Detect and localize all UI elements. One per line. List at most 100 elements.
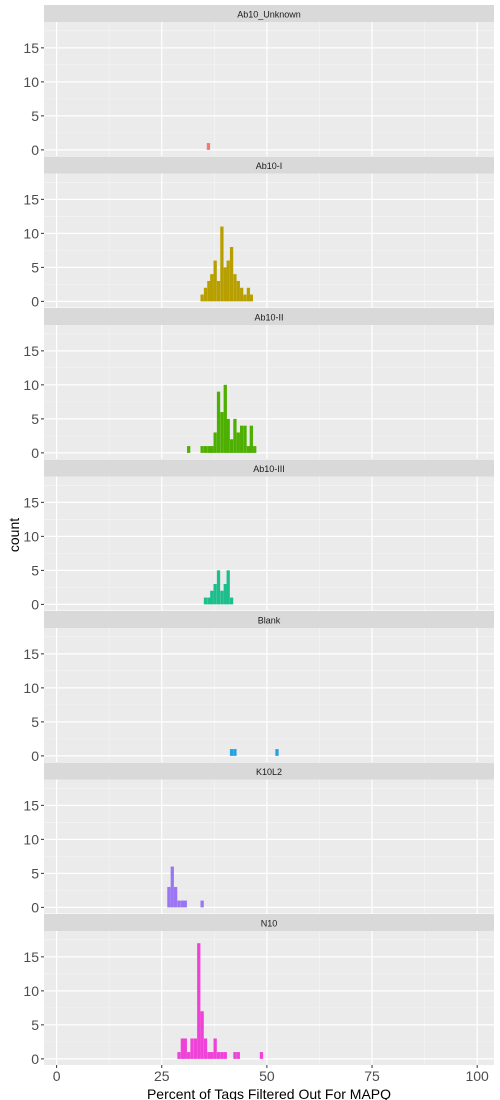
facet-ab10-iii: Ab10-III 0 5 10 15: [23, 459, 494, 612]
y-tick-label: 0: [31, 899, 39, 915]
y-tick-label: 10: [23, 528, 39, 544]
histogram-bar: [229, 749, 234, 756]
facet-strip-label: Ab10-III: [253, 464, 285, 474]
y-tick-label: 10: [23, 831, 39, 847]
facet-strip-label: Ab10-I: [256, 161, 283, 171]
facet-strip: [44, 308, 494, 325]
panel-background: [44, 476, 494, 611]
histogram-bar: [233, 274, 237, 302]
histogram-bar: [210, 446, 214, 453]
y-tick-label: 15: [23, 949, 39, 965]
y-tick-label: 10: [23, 377, 39, 393]
histogram-bar: [187, 1052, 191, 1059]
histogram-bar: [177, 900, 181, 908]
facet-ab10-ii: Ab10-II 0 5 10 15: [23, 308, 494, 461]
y-tick-label: 0: [31, 293, 39, 309]
histogram-bar: [223, 583, 227, 605]
y-tick-label: 0: [31, 596, 39, 612]
histogram-bar: [249, 425, 253, 453]
histogram-bar: [200, 900, 204, 908]
histogram-bar: [203, 597, 208, 605]
y-tick-label: 0: [31, 748, 39, 764]
histogram-bar: [207, 446, 211, 453]
histogram-bar: [226, 418, 230, 453]
facet-n10: N10 0 5 10 15: [23, 914, 494, 1067]
y-tick-label: 15: [23, 494, 39, 510]
histogram-bar: [206, 143, 211, 150]
histogram-bar: [213, 1038, 217, 1059]
histogram-bar: [226, 260, 230, 302]
histogram-bar: [216, 280, 221, 302]
histogram-bar: [213, 583, 217, 605]
y-tick-label: 15: [23, 343, 39, 359]
facet-strip-label: Ab10_Unknown: [237, 10, 301, 20]
facet-k10l2: K10L2 0 5 10 15: [23, 762, 494, 915]
histogram-bar: [243, 294, 247, 302]
histogram-bar: [203, 446, 208, 453]
panel-background: [44, 325, 494, 459]
histogram-bar: [213, 432, 217, 453]
y-tick-label: 0: [31, 142, 39, 158]
histogram-bar: [229, 246, 234, 302]
histogram-bar: [243, 425, 247, 453]
y-tick-label: 10: [23, 983, 39, 999]
y-tick-label: 10: [23, 74, 39, 90]
histogram-bar: [223, 384, 227, 453]
y-tick-label: 15: [23, 40, 39, 56]
histogram-bar: [236, 1052, 240, 1059]
histogram-bar: [229, 597, 234, 605]
histogram-bar: [253, 446, 257, 453]
x-tick-label: 50: [259, 1068, 275, 1084]
histogram-bar: [216, 391, 221, 453]
x-axis-title: Percent of Tags Filtered Out For MAPQ: [147, 1086, 391, 1100]
histogram-bar: [229, 439, 234, 453]
histogram-bar: [233, 749, 237, 756]
histogram-bar: [190, 1038, 194, 1059]
y-tick-label: 5: [31, 562, 39, 578]
y-tick-label: 15: [23, 797, 39, 813]
facet-strip: [44, 156, 494, 174]
histogram-bar: [226, 570, 230, 605]
histogram-bar: [193, 1038, 198, 1059]
panel-background: [44, 931, 494, 1065]
histogram-bar: [249, 294, 253, 302]
histogram-bar: [200, 1011, 204, 1059]
histogram-bar: [183, 900, 187, 908]
histogram-bar: [223, 267, 227, 302]
histogram-bar: [207, 280, 211, 302]
x-tick-label: 0: [53, 1068, 61, 1084]
histogram-bar: [200, 446, 204, 453]
facet-strip-label: Blank: [258, 616, 281, 626]
histogram-bar: [203, 1038, 208, 1059]
panel-background: [44, 22, 494, 156]
y-tick-label: 0: [31, 445, 39, 461]
y-tick-label: 5: [31, 108, 39, 124]
histogram-bar: [183, 1038, 187, 1059]
x-axis: 0 25 50 75 100: [53, 1065, 489, 1084]
x-tick-label: 100: [465, 1068, 489, 1084]
histogram-bar: [236, 280, 240, 302]
y-tick-label: 5: [31, 865, 39, 881]
facet-strip: [44, 762, 494, 780]
facet-strip-label: K10L2: [256, 767, 282, 777]
y-tick-label: 10: [23, 225, 39, 241]
y-tick-label: 0: [31, 1051, 39, 1067]
y-tick-label: 15: [23, 191, 39, 207]
histogram-bar: [216, 570, 221, 605]
histogram-bar: [177, 1052, 181, 1059]
y-tick-label: 5: [31, 259, 39, 275]
x-tick-label: 25: [154, 1068, 170, 1084]
histogram-bar: [259, 1052, 264, 1059]
x-tick-label: 75: [364, 1068, 380, 1084]
facet-panels: Ab10_Unknown 0 5 10 15 Ab10-I 0 5 10 15 Ab10-II 0 5 1…: [23, 5, 494, 1067]
y-tick-label: 5: [31, 1017, 39, 1033]
histogram-bar: [210, 274, 214, 302]
facet-ab10_unknown: Ab10_Unknown 0 5 10 15: [23, 5, 494, 158]
histogram-bar: [240, 425, 244, 453]
histogram-bar: [207, 1052, 211, 1059]
histogram-bar: [233, 1052, 237, 1059]
histogram-bar: [223, 1052, 227, 1059]
histogram-bar: [207, 597, 211, 605]
histogram-bar: [197, 943, 201, 1059]
facet-strip-label: N10: [261, 919, 278, 929]
